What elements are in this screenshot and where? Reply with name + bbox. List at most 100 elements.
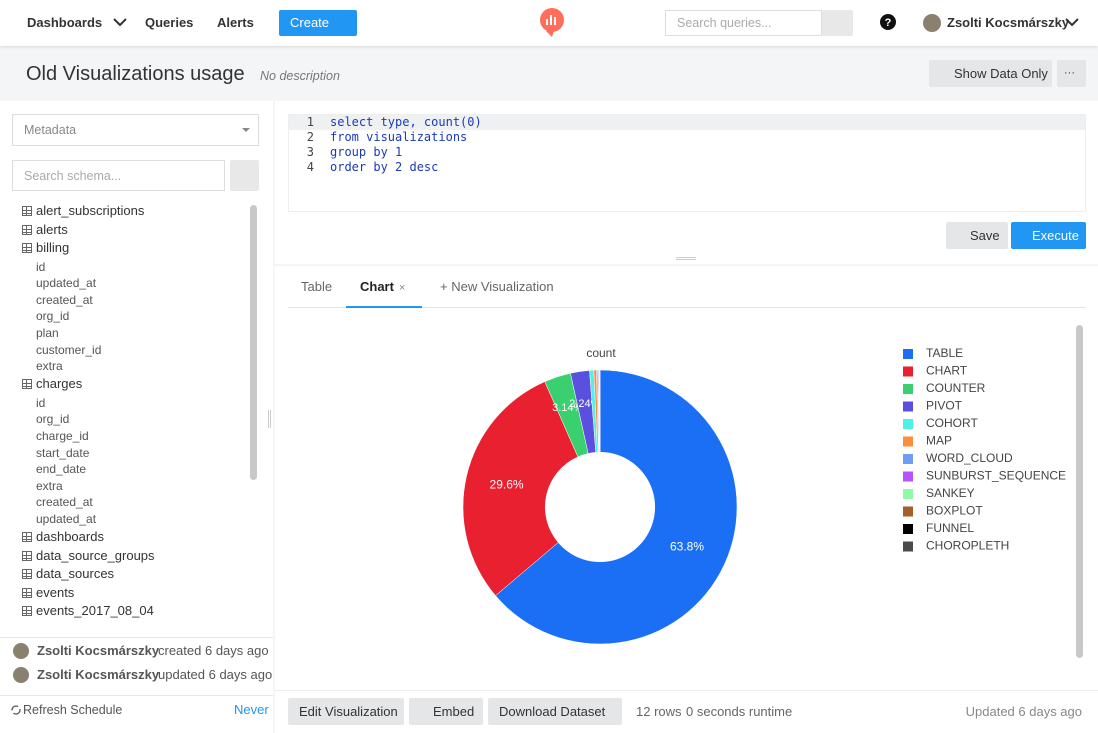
legend-label: SUNBURST_SEQUENCE bbox=[926, 469, 1066, 483]
column-name: plan bbox=[36, 325, 59, 341]
column-name: end_date bbox=[36, 461, 86, 477]
more-button[interactable]: ··· bbox=[1064, 65, 1075, 81]
legend-swatch bbox=[903, 349, 913, 359]
column-name: org_id bbox=[36, 411, 69, 427]
table-icon bbox=[22, 588, 32, 598]
table-icon bbox=[22, 206, 32, 216]
slice-label: 63.8% bbox=[670, 539, 704, 553]
schema-placeholder: Search schema... bbox=[24, 168, 121, 184]
line-number: 4 bbox=[300, 159, 314, 175]
table-name[interactable]: events bbox=[36, 585, 74, 601]
table-icon bbox=[22, 551, 32, 561]
column-name: org_id bbox=[36, 308, 69, 324]
legend-swatch bbox=[903, 489, 913, 499]
tab[interactable]: Table bbox=[301, 279, 332, 295]
chart-title: count bbox=[586, 346, 616, 360]
legend-label: MAP bbox=[926, 434, 952, 448]
legend-swatch bbox=[903, 384, 913, 394]
table-name[interactable]: data_sources bbox=[36, 566, 114, 582]
footer-button[interactable]: Embed bbox=[433, 704, 474, 720]
legend-swatch bbox=[903, 367, 913, 377]
legend-label: BOXPLOT bbox=[926, 504, 983, 518]
tab[interactable]: + New Visualization bbox=[440, 279, 554, 295]
runtime: 0 seconds runtime bbox=[686, 704, 792, 720]
column-name: start_date bbox=[36, 445, 89, 461]
nav-link[interactable]: Alerts bbox=[217, 15, 254, 31]
logo bbox=[546, 31, 554, 37]
table-name[interactable]: data_source_groups bbox=[36, 548, 155, 564]
column-name: extra bbox=[36, 478, 63, 494]
nav-link[interactable]: Queries bbox=[145, 15, 193, 31]
refresh-schedule: Refresh Schedule bbox=[23, 702, 122, 718]
execute-button[interactable]: Execute bbox=[1032, 228, 1079, 244]
legend-swatch bbox=[903, 524, 913, 534]
table-icon bbox=[22, 606, 32, 616]
updated: Updated 6 days ago bbox=[966, 704, 1082, 720]
code-line: select type, count(0) bbox=[330, 114, 482, 130]
avatar bbox=[13, 643, 29, 659]
table-name[interactable]: events_2017_08_04 bbox=[36, 603, 154, 619]
table-name[interactable]: billing bbox=[36, 240, 69, 256]
row-count: 12 rows bbox=[636, 704, 682, 720]
tab-close[interactable]: × bbox=[399, 280, 405, 296]
history-action: created 6 days ago bbox=[158, 643, 269, 659]
column-name: updated_at bbox=[36, 511, 96, 527]
table-icon bbox=[22, 225, 32, 235]
legend-label: CHOROPLETH bbox=[926, 539, 1009, 553]
table-name[interactable]: charges bbox=[36, 376, 82, 392]
slice-label: 29.6% bbox=[490, 478, 524, 492]
datasource: Metadata bbox=[24, 122, 76, 138]
save-button[interactable]: Save bbox=[970, 228, 1000, 244]
footer-button[interactable]: Download Dataset bbox=[499, 704, 605, 720]
legend-swatch bbox=[903, 437, 913, 447]
legend-label: WORD_CLOUD bbox=[926, 451, 1013, 465]
schedule-value[interactable]: Never bbox=[234, 702, 269, 718]
tab[interactable]: Chart bbox=[360, 279, 394, 295]
code-line: from visualizations bbox=[330, 129, 467, 145]
schema-list: alert_subscriptionsalerts billing id update… bbox=[0, 200, 246, 630]
refresh-icon bbox=[12, 706, 20, 714]
button[interactable] bbox=[230, 160, 259, 191]
code-line: group by 1 bbox=[330, 144, 402, 160]
column-name: id bbox=[36, 259, 45, 275]
column-name: charge_id bbox=[36, 428, 89, 444]
code-line: order by 2 desc bbox=[330, 159, 438, 175]
history-user: Zsolti Kocsmárszky bbox=[37, 643, 159, 659]
history-user: Zsolti Kocsmárszky bbox=[37, 667, 159, 683]
column-name: id bbox=[36, 395, 45, 411]
legend-swatch bbox=[903, 419, 913, 429]
table-icon bbox=[22, 243, 32, 253]
column-name: created_at bbox=[36, 494, 93, 510]
legend-label: CHART bbox=[926, 364, 968, 378]
table-name[interactable]: dashboards bbox=[36, 529, 104, 545]
legend-label: COHORT bbox=[926, 416, 978, 430]
footer-button[interactable]: Edit Visualization bbox=[299, 704, 398, 720]
line-number: 3 bbox=[300, 144, 314, 160]
legend-label: SANKEY bbox=[926, 486, 975, 500]
column-name: extra bbox=[36, 358, 63, 374]
table-name[interactable]: alert_subscriptions bbox=[36, 203, 144, 219]
table-icon bbox=[22, 532, 32, 542]
legend-label: FUNNEL bbox=[926, 521, 974, 535]
legend-swatch bbox=[903, 542, 913, 552]
avatar bbox=[923, 14, 941, 32]
search-button[interactable] bbox=[822, 10, 853, 36]
nav-link[interactable]: Dashboards bbox=[27, 15, 102, 31]
show-data-only[interactable]: Show Data Only bbox=[954, 66, 1048, 82]
logo bbox=[546, 19, 548, 25]
history-action: updated 6 days ago bbox=[158, 667, 272, 683]
create-button[interactable]: Create bbox=[290, 15, 329, 31]
help-icon: ? bbox=[885, 17, 892, 29]
legend-swatch bbox=[903, 507, 913, 517]
avatar bbox=[13, 667, 29, 683]
logo bbox=[554, 17, 556, 25]
user-name[interactable]: Zsolti Kocsmárszky bbox=[947, 15, 1069, 31]
page-title: Old Visualizations usage bbox=[26, 63, 245, 85]
search-placeholder: Search queries... bbox=[677, 15, 772, 31]
legend-label: COUNTER bbox=[926, 381, 986, 395]
line-number: 1 bbox=[300, 114, 314, 130]
legend-label: TABLE bbox=[926, 346, 963, 360]
legend-swatch bbox=[903, 402, 913, 412]
column-name: created_at bbox=[36, 292, 93, 308]
table-name[interactable]: alerts bbox=[36, 222, 68, 238]
